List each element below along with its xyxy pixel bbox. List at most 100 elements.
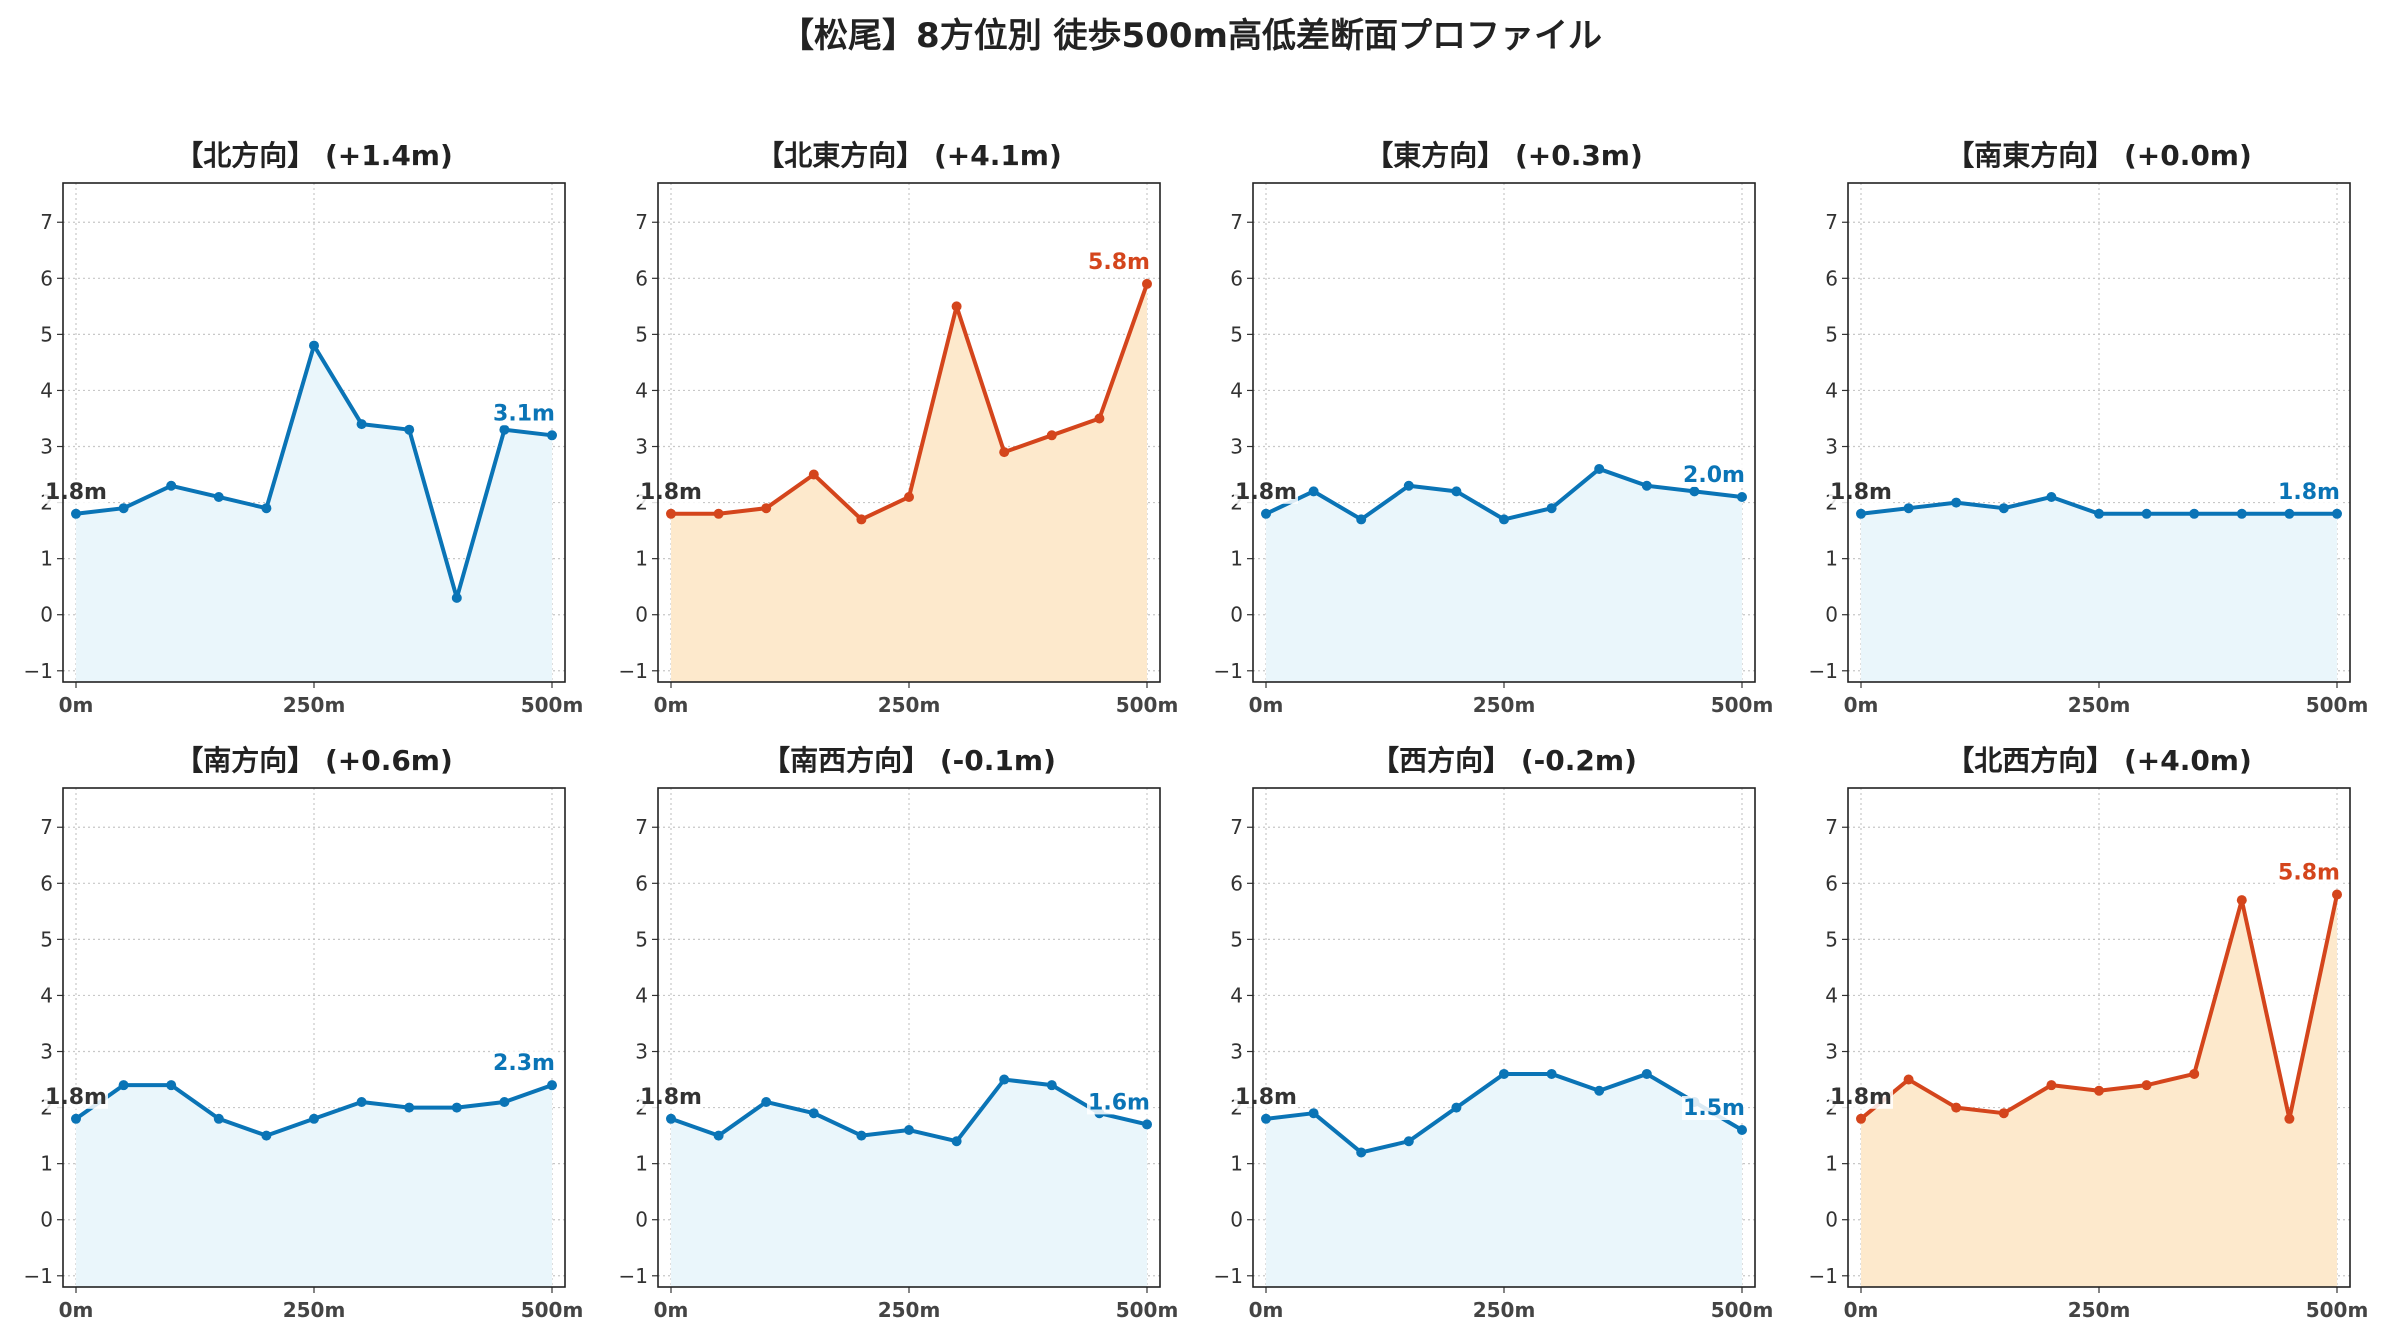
y-tick-label: 0 xyxy=(1230,1208,1243,1232)
subplot-5: 【南方向】 (+0.6m)−1012345670m250m500m1.8m2.3… xyxy=(24,744,584,1322)
x-tick-label: 500m xyxy=(1116,693,1179,717)
y-tick-label: 4 xyxy=(40,378,53,402)
data-point xyxy=(2189,508,2200,519)
y-tick-label: −1 xyxy=(24,659,53,683)
y-tick-label: 7 xyxy=(1230,815,1243,839)
data-point xyxy=(404,424,415,435)
data-point xyxy=(1594,463,1605,474)
data-point xyxy=(309,340,319,351)
end-label: 1.6m xyxy=(1088,1090,1150,1115)
data-point xyxy=(2046,1080,2057,1091)
data-point xyxy=(309,1113,319,1124)
y-tick-label: 5 xyxy=(1230,927,1243,951)
data-point xyxy=(404,1102,415,1113)
data-point xyxy=(451,592,462,603)
data-point xyxy=(999,447,1010,458)
subplot-title: 【南西方向】 (-0.1m) xyxy=(762,744,1056,777)
data-point xyxy=(761,503,772,514)
x-tick-label: 0m xyxy=(1249,1298,1284,1322)
y-tick-label: 1 xyxy=(40,547,53,571)
y-tick-label: 3 xyxy=(40,435,53,459)
plot-frame xyxy=(62,787,566,1288)
y-tick-label: 7 xyxy=(635,815,648,839)
y-tick-label: 4 xyxy=(635,983,648,1007)
end-label-box xyxy=(2277,860,2341,885)
end-label-box xyxy=(1682,462,1746,487)
data-point xyxy=(1641,1068,1652,1079)
end-label: 5.8m xyxy=(2278,861,2340,886)
data-point xyxy=(666,1113,676,1124)
data-point xyxy=(808,1108,819,1119)
subplot-7: 【西方向】 (-0.2m)−1012345670m250m500m1.8m1.5… xyxy=(1214,744,1774,1322)
data-point xyxy=(71,508,81,519)
x-tick-label: 500m xyxy=(1711,1298,1774,1322)
data-point xyxy=(261,1130,272,1141)
subplot-title: 【東方向】 (+0.3m) xyxy=(1365,139,1643,172)
end-label: 1.5m xyxy=(1683,1096,1745,1121)
data-point xyxy=(2189,1068,2200,1079)
subplot-title: 【南方向】 (+0.6m) xyxy=(175,744,453,777)
start-label: 1.8m xyxy=(45,1085,107,1110)
end-label-box xyxy=(2277,479,2341,504)
y-tick-label: 6 xyxy=(635,871,648,895)
end-label: 5.8m xyxy=(1088,250,1150,275)
x-tick-label: 0m xyxy=(59,1298,94,1322)
data-point xyxy=(2046,491,2057,502)
data-point xyxy=(2284,1113,2295,1124)
start-label-box xyxy=(44,479,108,504)
y-tick-label: 3 xyxy=(635,1040,648,1064)
start-label: 1.8m xyxy=(1235,480,1297,505)
data-point xyxy=(1403,480,1414,491)
y-tick-label: 4 xyxy=(1825,983,1838,1007)
start-label-box xyxy=(639,1084,703,1109)
y-tick-label: −1 xyxy=(1809,1264,1838,1288)
y-tick-label: 1 xyxy=(635,547,648,571)
data-point xyxy=(808,469,819,480)
y-tick-label: 0 xyxy=(635,1208,648,1232)
data-point xyxy=(1094,413,1105,424)
data-point xyxy=(2236,508,2247,519)
y-tick-label: 5 xyxy=(40,322,53,346)
data-point xyxy=(118,503,129,514)
area-fill xyxy=(76,345,552,682)
data-point xyxy=(213,491,224,502)
y-tick-label: 6 xyxy=(635,266,648,290)
data-point xyxy=(713,508,724,519)
y-tick-label: 5 xyxy=(1825,322,1838,346)
subplot-6: 【南西方向】 (-0.1m)−1012345670m250m500m1.8m1.… xyxy=(619,744,1179,1322)
data-point xyxy=(1356,1147,1367,1158)
data-point xyxy=(1308,1108,1319,1119)
subplot-title: 【北西方向】 (+4.0m) xyxy=(1946,744,2252,777)
data-point xyxy=(71,1113,81,1124)
data-point xyxy=(999,1074,1010,1085)
data-point xyxy=(1641,480,1652,491)
subplot-1: 【北方向】 (+1.4m)−1012345670m250m500m1.8m3.1… xyxy=(24,139,584,717)
data-point xyxy=(499,424,510,435)
y-tick-label: 6 xyxy=(40,266,53,290)
data-point xyxy=(1903,503,1914,514)
y-tick-label: 5 xyxy=(635,322,648,346)
data-point xyxy=(1451,1102,1462,1113)
plot-frame xyxy=(62,182,566,683)
x-tick-label: 250m xyxy=(1473,693,1536,717)
start-label-box xyxy=(1829,1084,1893,1109)
data-point xyxy=(356,1096,367,1107)
x-tick-label: 500m xyxy=(521,1298,584,1322)
data-point xyxy=(713,1130,724,1141)
x-tick-label: 0m xyxy=(1249,693,1284,717)
data-point xyxy=(1261,508,1271,519)
y-tick-label: 1 xyxy=(1230,1152,1243,1176)
data-point xyxy=(166,480,177,491)
data-point xyxy=(166,1080,177,1091)
data-point xyxy=(856,1130,867,1141)
plot-frame xyxy=(1847,182,2351,683)
data-point xyxy=(1856,508,1866,519)
end-label-box xyxy=(1682,1096,1746,1121)
x-tick-label: 0m xyxy=(654,1298,689,1322)
x-tick-label: 250m xyxy=(1473,1298,1536,1322)
y-tick-label: 7 xyxy=(1825,210,1838,234)
start-label-box xyxy=(44,1084,108,1109)
y-tick-label: 3 xyxy=(1230,1040,1243,1064)
data-point xyxy=(1546,1068,1557,1079)
